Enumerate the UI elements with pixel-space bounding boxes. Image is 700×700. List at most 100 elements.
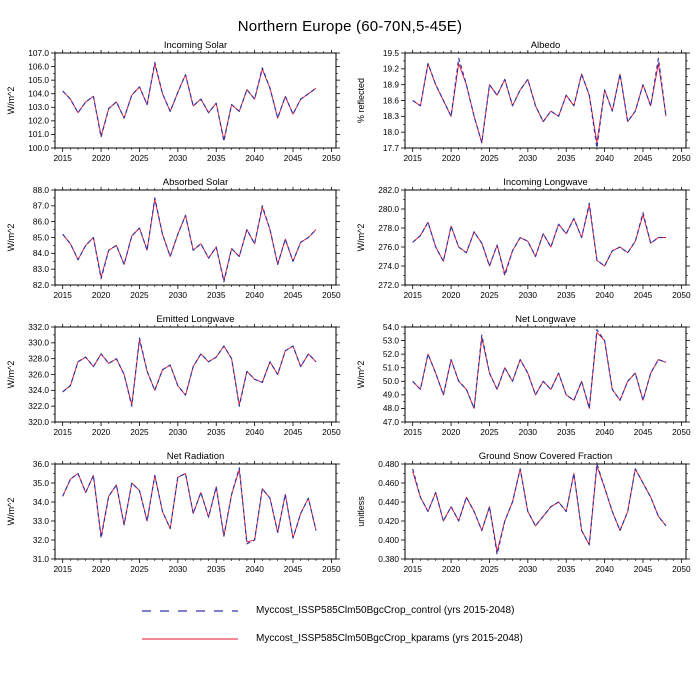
y-axis-label: W/m^2 [6,361,16,389]
x-tick-label: 2015 [53,290,72,300]
x-tick-label: 2020 [92,427,111,437]
x-tick-label: 2015 [403,290,422,300]
panel-title: Net Longwave [515,314,576,325]
y-tick-label: 100.0 [28,143,49,153]
chart-panel-net-radiation: Net Radiation W/m^2 31.0 32.0 33.0 34.0 35.0 36… [6,451,341,574]
x-tick-label: 2025 [480,427,499,437]
y-tick-label: 322.0 [28,401,49,411]
y-tick-label: 282.0 [378,185,399,195]
series-line-kparams [412,331,667,409]
x-tick-label: 2040 [245,153,264,163]
series-line-kparams [62,199,317,281]
chart-panel-absorbed-solar: Absorbed Solar W/m^2 82.0 83.0 84.0 85.0 86.0 8… [6,177,341,300]
chart-panel-incoming-longwave: Incoming Longwave W/m^2 272.0 274.0 276.0 278… [356,177,691,300]
y-tick-label: 107.0 [28,48,49,58]
plot-frame [54,52,337,149]
x-tick-label: 2050 [672,564,691,574]
y-tick-label: 36.0 [33,459,50,469]
y-tick-label: 332.0 [28,322,49,332]
y-tick-label: 19.5 [383,48,400,58]
plot-frame [404,463,687,560]
y-axis-label: W/m^2 [6,87,16,115]
y-tick-label: 101.0 [28,129,49,139]
y-tick-label: 280.0 [378,204,399,214]
panel-title: Absorbed Solar [163,177,228,188]
y-tick-label: 82.0 [33,280,50,290]
series-line-control [412,463,667,555]
x-tick-label: 2020 [442,153,461,163]
y-tick-label: 0.420 [378,516,399,526]
x-tick-label: 2030 [169,153,188,163]
x-tick-label: 2030 [519,290,538,300]
x-tick-label: 2035 [557,564,576,574]
y-tick-label: 0.460 [378,478,399,488]
y-tick-label: 19.2 [383,64,400,74]
y-axis-label: W/m^2 [356,224,366,252]
legend-label: Myccost_ISSP585Clm50BgcCrop_kparams (yrs… [256,633,523,644]
chart-panel-albedo: Albedo % reflected 17.7 18.0 18.3 18.6 18.9 19.… [356,40,691,163]
page-title: Northern Europe (60-70N,5-45E) [237,18,463,35]
x-tick-label: 2035 [557,427,576,437]
legend-line-swatch [142,609,238,612]
series-line-kparams [62,469,317,543]
y-tick-label: 50.0 [383,376,400,386]
legend-entry-kparams: Myccost_ISSP585Clm50BgcCrop_kparams (yrs… [140,633,560,644]
y-tick-label: 54.0 [383,322,400,332]
y-tick-label: 18.9 [383,79,400,89]
y-tick-label: 0.440 [378,497,399,507]
x-tick-label: 2050 [672,427,691,437]
y-tick-label: 18.6 [383,95,400,105]
plot-frame [404,52,687,149]
x-tick-label: 2030 [169,427,188,437]
plot-frame [54,326,337,423]
series-line-kparams [412,204,666,275]
x-tick-label: 2020 [442,564,461,574]
x-tick-label: 2025 [480,564,499,574]
chart-grid: Incoming Solar W/m^2 100.0 101.0 102.0 103.0 1… [0,39,700,581]
y-tick-label: 87.0 [33,201,50,211]
x-tick-label: 2045 [284,427,303,437]
x-tick-label: 2020 [442,427,461,437]
y-tick-label: 88.0 [33,185,50,195]
y-axis-label: % reflected [356,78,366,123]
y-tick-label: 106.0 [28,61,49,71]
x-tick-label: 2040 [245,564,264,574]
legend-label: Myccost_ISSP585Clm50BgcCrop_control (yrs… [256,605,515,616]
x-tick-label: 2050 [322,564,341,574]
x-tick-label: 2020 [92,564,111,574]
x-tick-label: 2040 [595,153,614,163]
x-tick-label: 2020 [92,153,111,163]
x-tick-label: 2035 [207,564,226,574]
panel-title: Net Radiation [167,451,225,462]
chart-panel-ground-snow-covered-fraction: Ground Snow Covered Fraction unitless 0.38… [356,451,691,574]
panel-title: Incoming Longwave [503,177,588,188]
y-tick-label: 320.0 [28,417,49,427]
x-tick-label: 2050 [672,153,691,163]
y-tick-label: 17.7 [383,143,400,153]
y-tick-label: 86.0 [33,216,50,226]
chart-panel-incoming-solar: Incoming Solar W/m^2 100.0 101.0 102.0 103.0 1… [6,40,341,163]
series-line-control [412,202,666,277]
series-line-control [412,329,667,410]
plot-frame [54,463,337,560]
series-line-kparams [62,339,317,406]
legend-line-swatch [142,637,238,640]
legend: Myccost_ISSP585Clm50BgcCrop_control (yrs… [0,605,700,644]
y-tick-label: 48.0 [383,403,400,413]
x-tick-label: 2040 [245,427,264,437]
x-tick-label: 2030 [519,564,538,574]
x-tick-label: 2025 [130,427,149,437]
x-tick-label: 2025 [130,290,149,300]
x-tick-label: 2050 [672,290,691,300]
x-tick-label: 2015 [53,427,72,437]
x-tick-label: 2025 [480,290,499,300]
x-tick-label: 2025 [130,153,149,163]
legend-entry-control: Myccost_ISSP585Clm50BgcCrop_control (yrs… [140,605,560,616]
series-line-control [62,197,317,283]
x-tick-label: 2050 [322,290,341,300]
x-tick-label: 2035 [557,153,576,163]
y-tick-label: 49.0 [383,390,400,400]
x-tick-label: 2045 [284,564,303,574]
x-tick-label: 2015 [403,427,422,437]
